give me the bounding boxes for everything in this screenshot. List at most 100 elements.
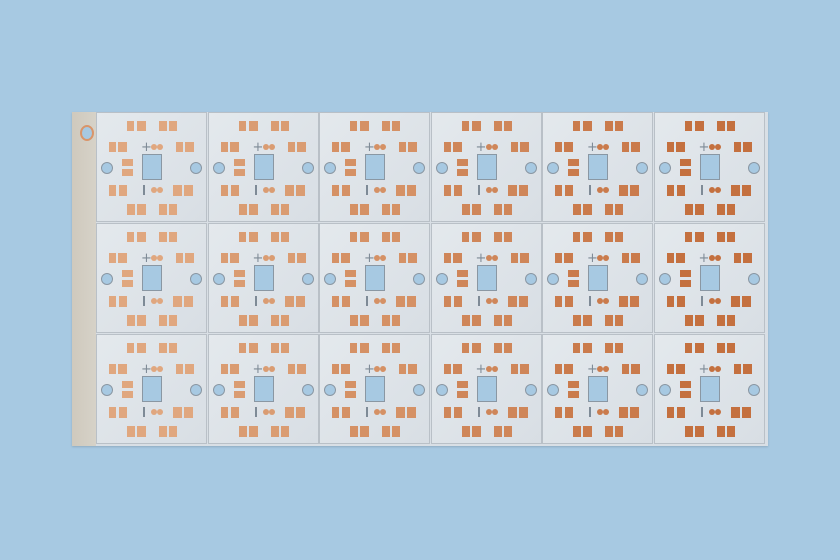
copper-pad	[350, 232, 357, 242]
copper-pad	[118, 364, 127, 374]
round-pad	[374, 298, 380, 304]
copper-pad	[565, 407, 573, 418]
copper-pad	[726, 343, 735, 353]
copper-pad	[453, 407, 462, 418]
copper-pad	[443, 185, 451, 196]
copper-pad	[573, 343, 580, 353]
round-pad	[268, 187, 275, 193]
copper-pad	[630, 185, 639, 196]
copper-pad	[184, 185, 193, 196]
mounting-hole	[636, 384, 648, 396]
copper-pad	[137, 426, 146, 437]
copper-pad	[615, 121, 623, 131]
copper-pad	[583, 204, 592, 215]
copper-pad	[471, 204, 481, 215]
round-pad	[262, 255, 269, 261]
copper-pad	[493, 232, 502, 242]
polarity-plus-mark: +	[587, 251, 598, 266]
round-pad	[485, 409, 492, 415]
copper-pad	[493, 343, 502, 353]
copper-pad	[631, 364, 640, 374]
round-pad	[151, 144, 157, 150]
copper-pad	[503, 343, 512, 353]
round-pad	[374, 255, 380, 261]
center-cutout	[476, 265, 497, 291]
polarity-plus-mark: +	[364, 140, 375, 155]
copper-pad	[176, 142, 183, 152]
polarity-plus-mark: +	[364, 251, 375, 266]
copper-pad	[296, 253, 306, 263]
copper-pad	[684, 121, 692, 131]
copper-pad	[137, 343, 146, 353]
copper-pad	[564, 142, 573, 152]
round-pad	[380, 187, 386, 193]
copper-pad	[159, 232, 167, 242]
copper-pad	[726, 121, 735, 131]
round-pad	[714, 366, 721, 372]
copper-pad	[733, 364, 741, 374]
copper-pad	[332, 185, 339, 196]
copper-pad	[119, 185, 127, 196]
copper-pad	[127, 121, 134, 131]
center-cutout	[365, 154, 385, 180]
center-cutout	[142, 376, 162, 402]
center-cutout	[588, 265, 608, 291]
polarity-minus-mark	[700, 185, 703, 195]
copper-pad	[345, 280, 356, 287]
round-pad	[491, 255, 498, 261]
round-pad	[151, 366, 157, 372]
polarity-minus-mark	[366, 407, 368, 417]
copper-pad	[332, 364, 339, 374]
mounting-hole	[212, 162, 225, 174]
copper-pad	[443, 296, 451, 307]
center-cutout	[365, 376, 385, 402]
mounting-hole	[747, 273, 760, 285]
copper-pad	[519, 364, 529, 374]
copper-pad	[461, 343, 469, 353]
copper-pad	[229, 364, 239, 374]
round-pad	[157, 187, 163, 193]
copper-pad	[220, 296, 228, 307]
copper-pad	[605, 121, 613, 131]
polarity-plus-mark: +	[475, 362, 487, 377]
round-pad	[491, 298, 498, 304]
copper-pad	[622, 253, 629, 263]
copper-pad	[684, 343, 692, 353]
round-pad	[597, 144, 603, 150]
copper-pad	[350, 204, 358, 215]
copper-pad	[248, 121, 258, 131]
polarity-plus-mark: +	[587, 140, 598, 155]
copper-pad	[350, 315, 358, 326]
round-pad	[491, 144, 498, 150]
round-pad	[374, 144, 380, 150]
copper-pad	[730, 185, 740, 196]
copper-pad	[270, 426, 279, 437]
round-pad	[157, 298, 163, 304]
copper-pad	[399, 253, 406, 263]
copper-pad	[583, 343, 592, 353]
round-pad	[714, 255, 721, 261]
pcb-board-cell: +	[430, 112, 542, 222]
round-pad	[157, 255, 163, 261]
tooling-hole	[80, 125, 94, 141]
round-pad	[708, 366, 715, 372]
round-pad	[597, 366, 603, 372]
copper-pad	[676, 407, 685, 418]
mounting-hole	[301, 384, 314, 396]
polarity-minus-mark	[143, 296, 145, 306]
copper-pad	[169, 232, 177, 242]
mounting-hole	[413, 162, 425, 174]
copper-pad	[382, 343, 390, 353]
copper-pad	[565, 185, 573, 196]
polarity-minus-mark	[477, 407, 480, 417]
pcb-board-cell: +	[430, 334, 542, 444]
copper-pad	[176, 253, 183, 263]
copper-pad	[519, 253, 529, 263]
copper-pad	[169, 426, 177, 437]
pcb-board-cell: +	[653, 334, 765, 444]
copper-pad	[675, 142, 685, 152]
polarity-minus-mark	[700, 296, 703, 306]
mounting-hole	[190, 162, 202, 174]
copper-pad	[345, 169, 356, 176]
pcb-board-cell: +	[319, 112, 430, 222]
